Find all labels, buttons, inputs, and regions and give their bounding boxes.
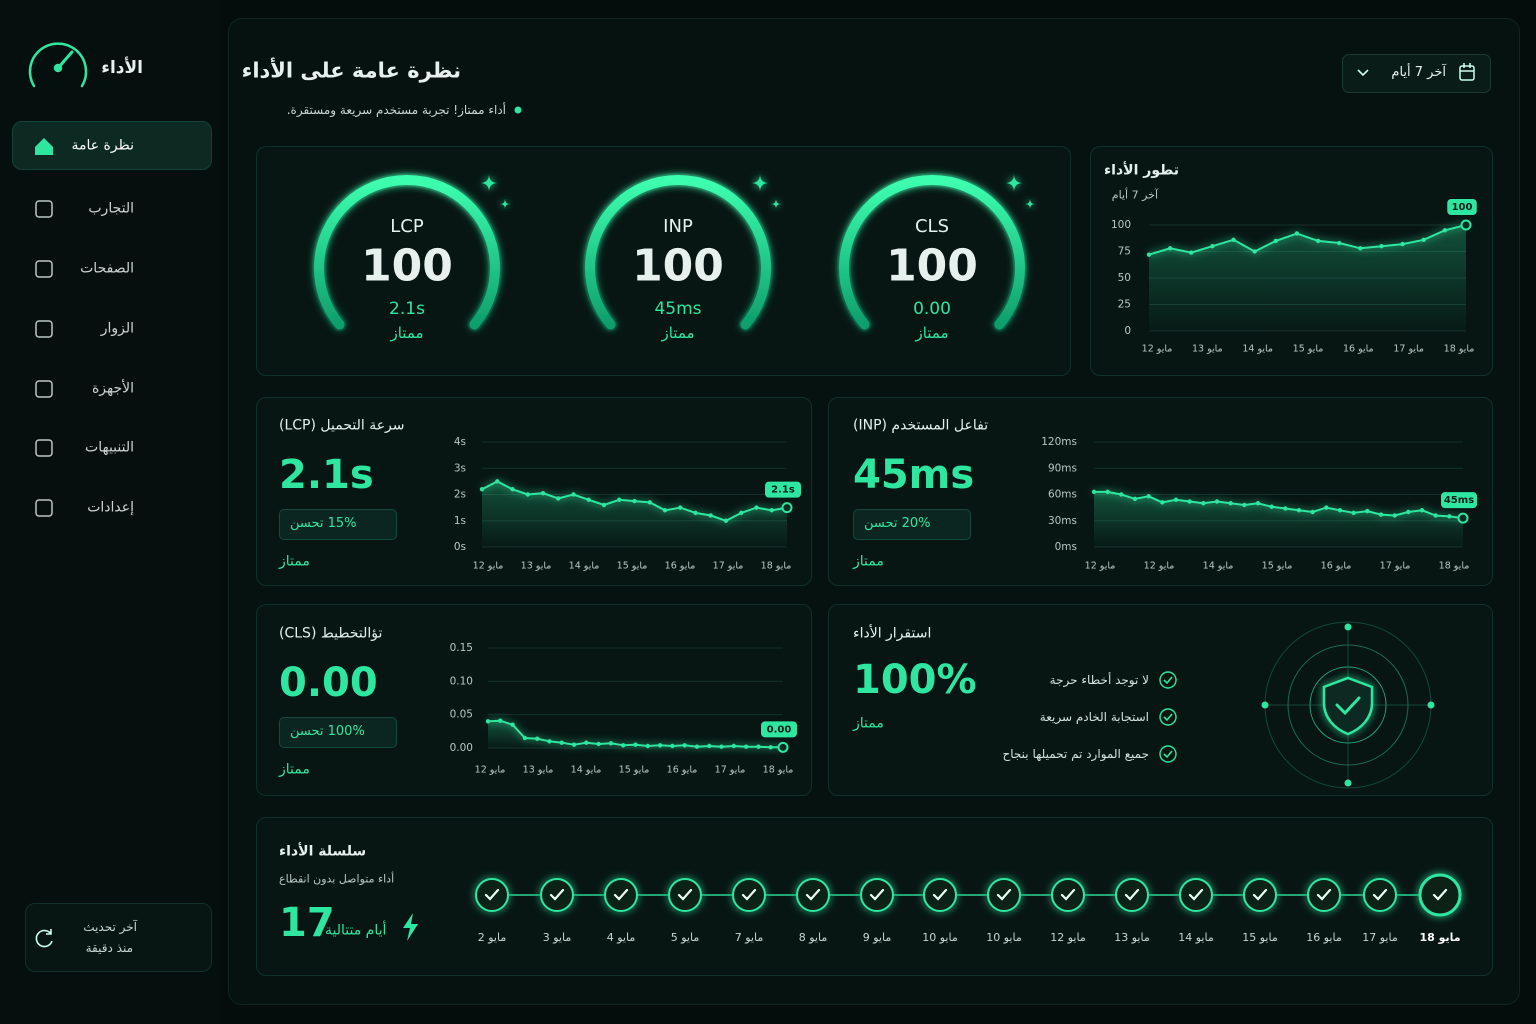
gauge-rating: ممتاز (915, 324, 949, 342)
check-item: جميع الموارد تم تحميلها بنجاح (1002, 746, 1149, 761)
stability-value: 100% (853, 657, 977, 703)
card-subtitle: أداء متواصل بدون انقطاع (279, 872, 395, 886)
footer-label: آخر تحديث (83, 919, 137, 934)
app-title: الأداء (101, 57, 143, 78)
gauge-value: 2.1s (389, 298, 425, 319)
check-item: استجابة الخادم سريعة (1039, 709, 1149, 724)
change-text: 100% تحسن (290, 724, 365, 740)
gauge-value: 45ms (654, 298, 702, 319)
nav-item[interactable]: الزوار (100, 320, 134, 337)
streak-count: 17 (279, 900, 335, 946)
card-title: تطور الأداء (1104, 162, 1179, 179)
card-title: سرعة التحميل (LCP) (279, 417, 405, 434)
change-text: 15% تحسن (290, 516, 357, 532)
metric-value: 0.00 (279, 660, 378, 706)
gauge-label: CLS (914, 216, 950, 238)
change-badge (853, 509, 971, 540)
gauge-score: 100 (361, 240, 453, 292)
cls-card (256, 604, 812, 796)
footer-time: منذ دقيقة (85, 940, 133, 955)
change-badge (279, 509, 397, 540)
gauge-rating: ممتاز (661, 324, 695, 342)
change-text: 20% تحسن (864, 516, 931, 532)
gauge-score: 100 (886, 240, 978, 292)
page-subtitle: أداء ممتاز! تجربة مستخدم سريعة ومستقرة. (286, 102, 506, 117)
card-title: تؤالتخطيط (CLS) (279, 625, 383, 642)
card-title: تفاعل المستخدم (INP) (853, 417, 989, 434)
nav-item[interactable]: الأجهزة (91, 380, 134, 397)
rating: ممتاز (279, 761, 310, 778)
nav-item[interactable]: نظرة عامة (71, 137, 134, 154)
check-item: لا توجد أخطاء حرجة (1049, 672, 1149, 687)
page-title: نظرة عامة على الأداء (241, 58, 461, 83)
gauge-score: 100 (632, 240, 724, 292)
nav-item[interactable]: التجارب (88, 200, 134, 217)
update-box (25, 903, 212, 972)
nav-item[interactable]: الصفحات (80, 260, 134, 277)
card-title: سلسلة الأداء (279, 843, 367, 860)
nav-item[interactable]: إعدادات (87, 499, 134, 516)
date-range[interactable]: آخر 7 أيام (1391, 65, 1446, 81)
nav-item[interactable]: التنبيهات (85, 439, 134, 456)
metric-value: 45ms (853, 452, 975, 498)
gauge-value: 0.00 (913, 298, 951, 319)
streak-unit: أيام متتالية (325, 922, 387, 939)
trend-card (1090, 146, 1493, 376)
change-badge (279, 717, 397, 748)
gauge-label: INP (663, 216, 693, 238)
card-subtitle: آخر 7 أيام (1111, 188, 1158, 202)
card-title: استقرار الأداء (853, 625, 932, 642)
gauge-label: LCP (390, 216, 424, 238)
rating: ممتاز (853, 715, 884, 732)
metric-value: 2.1s (279, 452, 374, 498)
streak-card (256, 817, 1493, 976)
gauge-rating: ممتاز (390, 324, 424, 342)
rating: ممتاز (279, 553, 310, 570)
rating: ممتاز (853, 553, 884, 570)
